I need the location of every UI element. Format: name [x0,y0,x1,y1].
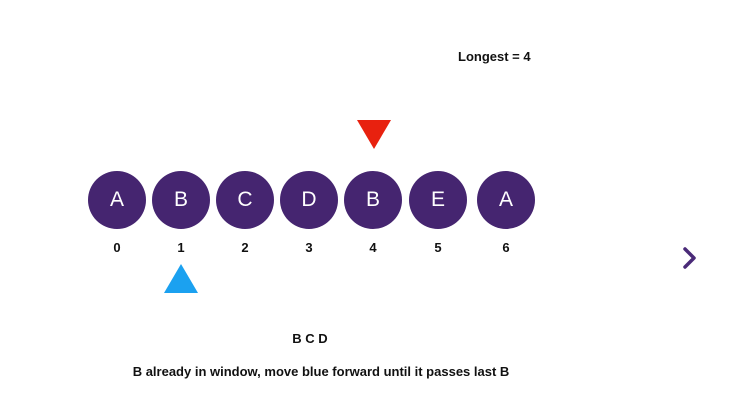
cell-letter: B [174,188,188,212]
cell-letter: B [366,188,380,212]
index-label: 6 [502,240,509,255]
cell-6: A [477,171,535,229]
caption: B already in window, move blue forward u… [0,364,642,379]
cell-1: B [152,171,210,229]
cell-4: B [344,171,402,229]
cell-letter: A [110,188,124,212]
cell-3: D [280,171,338,229]
window-contents: B C D [0,331,620,346]
blue-pointer [164,264,198,293]
red-pointer [357,120,391,149]
index-label: 3 [305,240,312,255]
index-label: 1 [177,240,184,255]
index-label: 2 [241,240,248,255]
index-label: 4 [369,240,376,255]
chevron-right-icon [680,246,700,270]
cell-0: A [88,171,146,229]
cell-2: C [216,171,274,229]
cell-letter: E [431,188,445,212]
index-label: 0 [113,240,120,255]
cell-letter: D [301,188,316,212]
longest-label: Longest = 4 [458,49,531,64]
index-label: 5 [434,240,441,255]
cell-letter: A [499,188,513,212]
cell-letter: C [237,188,252,212]
next-button[interactable] [680,246,700,270]
cell-5: E [409,171,467,229]
